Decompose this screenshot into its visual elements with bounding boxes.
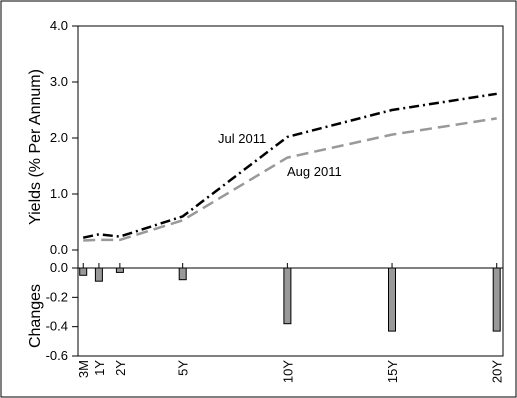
change-bar-1y: [94, 267, 103, 282]
changes-axis-ticks: 0.0 -0.2 -0.4 -0.6: [46, 260, 78, 363]
changes-bars: [79, 267, 501, 332]
yield-tick-label: 4.0: [50, 18, 68, 33]
maturity-label-2y: 2Y: [113, 360, 128, 376]
yield-x-ticks: [82, 263, 498, 268]
yield-tick-label: 1.0: [50, 186, 68, 201]
yield-series: [82, 92, 497, 242]
changes-tick-label: -0.4: [46, 319, 68, 334]
change-bar-2y: [115, 267, 124, 273]
maturity-label-1y: 1Y: [92, 360, 107, 376]
yield-tick-label: 2.0: [50, 130, 68, 145]
change-bar-3m: [79, 267, 88, 276]
maturity-label-20y: 20Y: [490, 360, 505, 383]
changes-tick-label: -0.6: [46, 348, 68, 363]
maturity-label-15y: 15Y: [385, 360, 400, 383]
change-bar-10y: [283, 267, 292, 325]
yield-plot-frame: [77, 25, 504, 269]
changes-tick-label: -0.2: [46, 289, 68, 304]
yield-tick-label: 0.0: [50, 242, 68, 257]
yield-tick-label: 3.0: [50, 74, 68, 89]
maturity-axis-labels: 3M 1Y 2Y 5Y 10Y 15Y 20Y: [76, 360, 505, 383]
maturity-label-5y: 5Y: [176, 360, 191, 376]
maturity-label-3m: 3M: [76, 360, 91, 378]
yield-axis-label: Yields (% Per Annum): [27, 69, 44, 225]
change-bar-20y: [492, 267, 501, 332]
change-bar-15y: [388, 267, 396, 332]
maturity-label-10y: 10Y: [280, 360, 295, 383]
changes-tick-label: 0.0: [50, 260, 68, 275]
series-label-aug-2011: Aug 2011: [287, 164, 342, 179]
series-label-jul-2011: Jul 2011: [218, 131, 266, 146]
change-bar-5y: [178, 267, 187, 281]
series-line-aug-2011: [83, 117, 497, 242]
yield-axis-ticks: 0.0 1.0 2.0 3.0 4.0: [50, 18, 78, 257]
series-line-jul-2011: [82, 92, 497, 239]
changes-axis-label: Changes: [27, 284, 44, 348]
